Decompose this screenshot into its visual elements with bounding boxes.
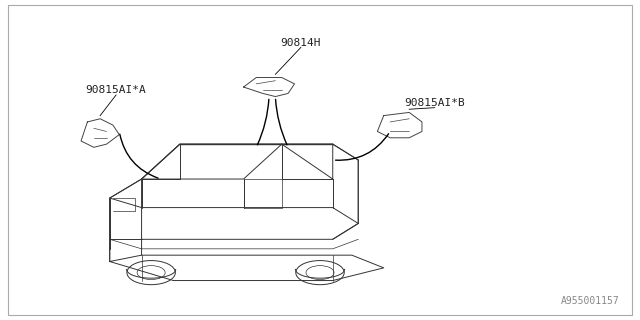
Text: A955001157: A955001157: [561, 296, 620, 306]
Text: 90815AI*B: 90815AI*B: [404, 98, 465, 108]
Text: 90814H: 90814H: [280, 38, 321, 48]
Text: 90815AI*A: 90815AI*A: [86, 85, 147, 95]
